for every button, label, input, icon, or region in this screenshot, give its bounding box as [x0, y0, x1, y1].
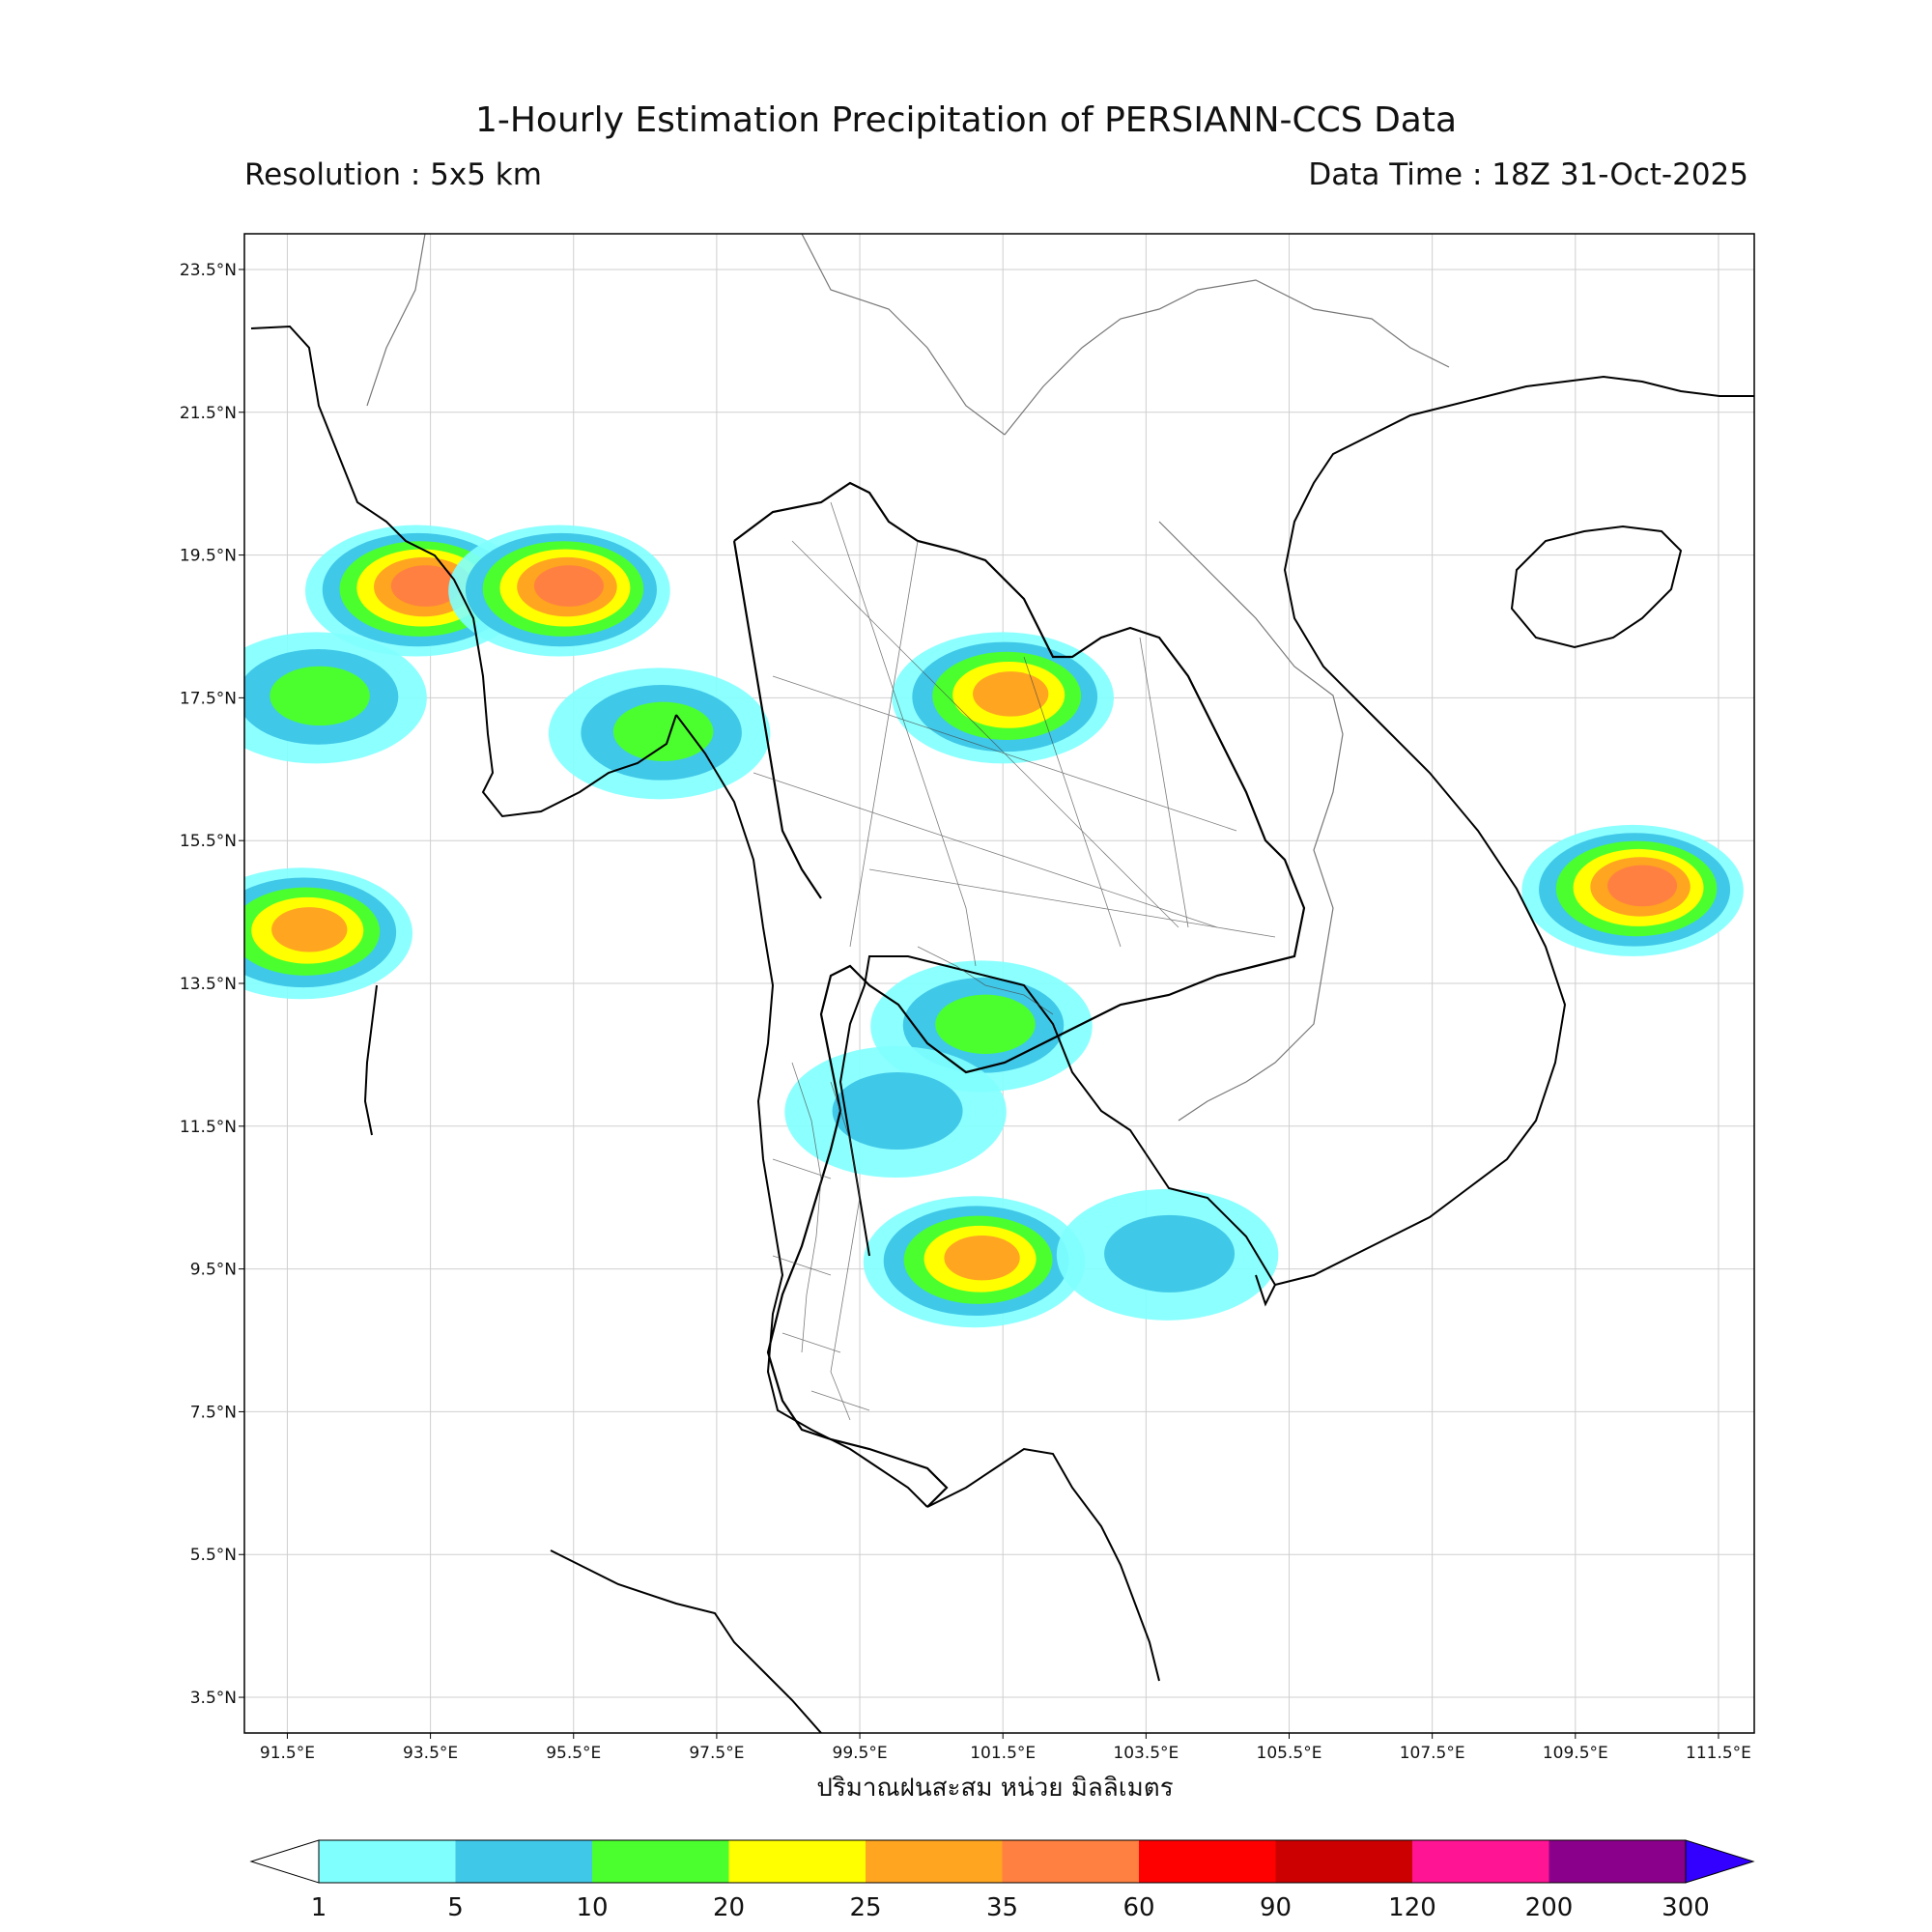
map-title: 1-Hourly Estimation Precipitation of PER… — [474, 100, 1458, 140]
colorbar-swatch — [1412, 1840, 1549, 1883]
rain-cell — [863, 1196, 1086, 1328]
colorbar-tick-label: 200 — [1525, 1893, 1574, 1922]
colorbar-extend-max — [1685, 1839, 1755, 1884]
colorbar-swatch — [592, 1840, 729, 1883]
rain-cell — [448, 525, 670, 657]
colorbar-swatch — [1139, 1840, 1276, 1883]
lat-tick-label: 17.5°N — [180, 689, 237, 708]
colorbar-tick-label: 120 — [1388, 1893, 1436, 1922]
lon-tick-label: 111.5°E — [1686, 1744, 1751, 1763]
data-time-label: Data Time : 18Z 31-Oct-2025 — [1308, 157, 1748, 192]
rain-cell — [548, 668, 771, 800]
rain-cell — [244, 867, 412, 1000]
lat-tick-label: 11.5°N — [180, 1118, 237, 1137]
resolution-label: Resolution : 5x5 km — [244, 157, 542, 192]
colorbar-extend-min — [249, 1839, 320, 1884]
rain-cell — [244, 632, 427, 764]
rain-areas — [244, 525, 1744, 1328]
colorbar-tick-label: 300 — [1662, 1893, 1710, 1922]
lat-tick-label: 21.5°N — [180, 404, 237, 423]
colorbar-tick-label: 60 — [1122, 1893, 1154, 1922]
colorbar-swatch — [728, 1840, 866, 1883]
lat-tick-label: 19.5°N — [180, 547, 237, 566]
lon-tick-label: 93.5°E — [403, 1744, 458, 1763]
lon-tick-label: 99.5°E — [833, 1744, 888, 1763]
colorbar-swatch — [1548, 1840, 1686, 1883]
lat-tick-label: 9.5°N — [190, 1261, 237, 1280]
colorbar-swatch — [319, 1840, 456, 1883]
lat-tick-label: 5.5°N — [190, 1546, 237, 1565]
lat-tick-label: 23.5°N — [180, 261, 237, 280]
colorbar-tick-label: 35 — [986, 1893, 1018, 1922]
lon-tick-label: 101.5°E — [970, 1744, 1036, 1763]
lon-tick-label: 105.5°E — [1257, 1744, 1322, 1763]
rain-cell — [1056, 1188, 1279, 1321]
coastlines-and-borders — [250, 234, 1754, 1733]
colorbar-tick-label: 90 — [1260, 1893, 1292, 1922]
lat-tick-label: 7.5°N — [190, 1403, 237, 1422]
lon-tick-label: 107.5°E — [1400, 1744, 1465, 1763]
lon-tick-label: 97.5°E — [689, 1744, 744, 1763]
lon-tick-label: 95.5°E — [546, 1744, 601, 1763]
lon-tick-label: 91.5°E — [260, 1744, 315, 1763]
colorbar-tick-label: 10 — [576, 1893, 608, 1922]
lat-tick-label: 3.5°N — [190, 1689, 237, 1708]
colorbar-tick-label: 25 — [849, 1893, 881, 1922]
lon-tick-label: 103.5°E — [1113, 1744, 1179, 1763]
unit-label: ปริมาณฝนสะสม หน่วย มิลลิเมตร — [816, 1774, 1174, 1803]
colorbar-tick-label: 5 — [447, 1893, 464, 1922]
colorbar-swatch — [1002, 1840, 1139, 1883]
rain-cell — [1521, 824, 1744, 956]
colorbar-swatch — [866, 1840, 1003, 1883]
colorbar-tick-label: 1 — [311, 1893, 327, 1922]
rain-cell — [892, 632, 1114, 764]
lat-tick-label: 13.5°N — [180, 975, 237, 994]
colorbar-tick-label: 20 — [713, 1893, 745, 1922]
lon-tick-label: 109.5°E — [1543, 1744, 1608, 1763]
colorbar-swatch — [1275, 1840, 1412, 1883]
axis-ticks: 23.5°N 21.5°N 19.5°N 17.5°N 15.5°N 13.5°N 11.5… — [180, 261, 1751, 1763]
colorbar-swatch — [455, 1840, 592, 1883]
lat-tick-label: 15.5°N — [180, 832, 237, 851]
